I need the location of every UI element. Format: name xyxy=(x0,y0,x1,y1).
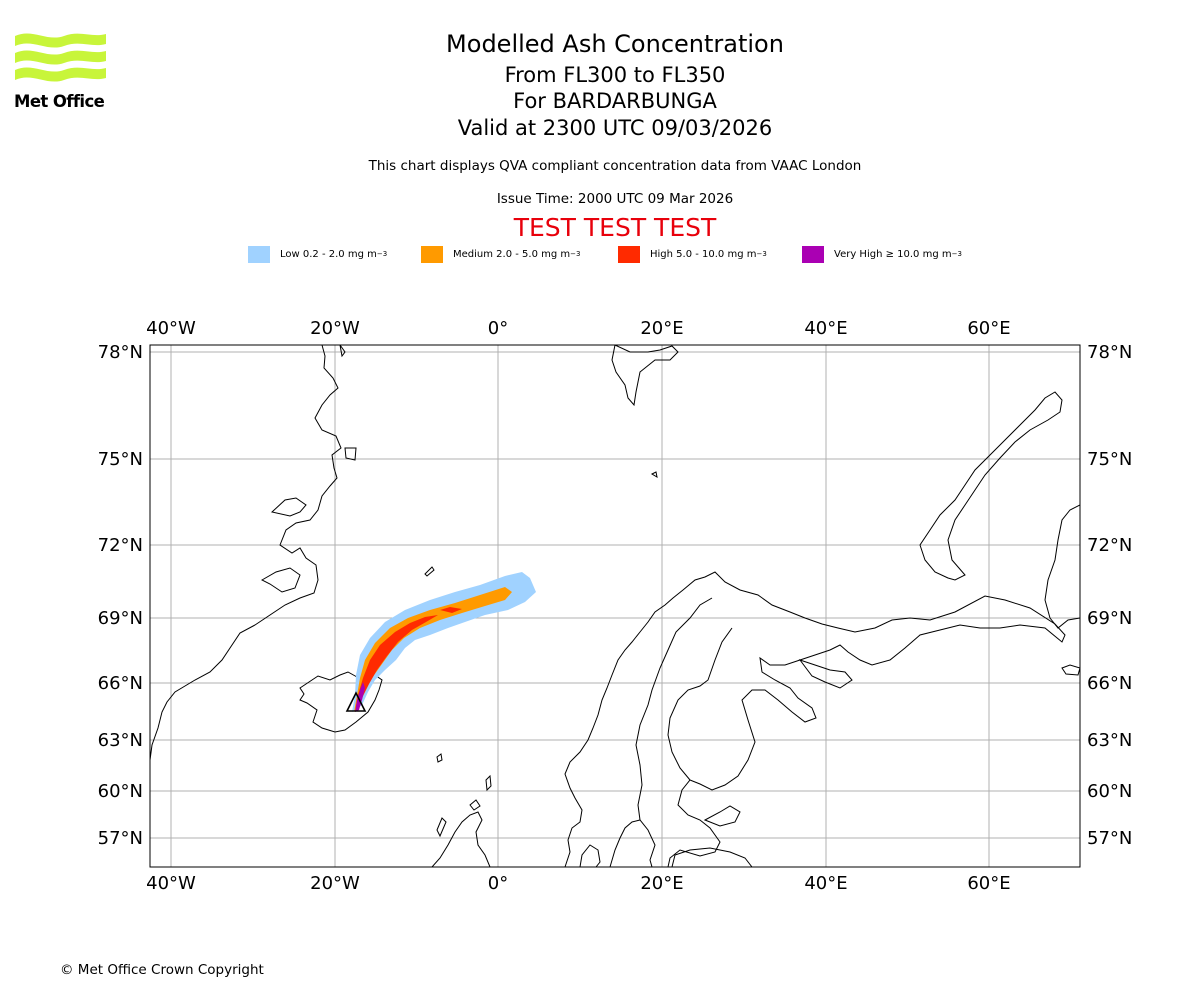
lon-tick-label: 20°W xyxy=(310,318,360,339)
ash-level-high xyxy=(355,615,438,712)
ash-level-very-high xyxy=(355,682,365,712)
lat-tick-label: 72°N xyxy=(98,535,143,556)
jan-mayen xyxy=(424,566,435,577)
legend-unit-medium: −3 xyxy=(570,250,581,258)
compliance-note: This chart displays QVA compliant concen… xyxy=(368,158,862,174)
legend-swatch-low xyxy=(248,245,270,263)
lat-tick-label: 66°N xyxy=(98,673,143,694)
lon-tick-label: 60°E xyxy=(967,873,1010,894)
legend-label-medium: Medium 2.0 - 5.0 mg m xyxy=(453,248,571,260)
ash-plume xyxy=(352,572,536,712)
met-office-waves-icon xyxy=(15,33,106,82)
lat-tick-label: 75°N xyxy=(1087,449,1132,470)
met-office-logo xyxy=(12,28,112,114)
lat-labels-right: 78°N 75°N 72°N 69°N 66°N 63°N 60°N 57°N xyxy=(1087,342,1132,849)
iceland-coastline xyxy=(299,671,383,733)
faroe-islands xyxy=(436,753,443,763)
lon-labels-top: 40°W 20°W 0° 20°E 40°E 60°E xyxy=(146,318,1010,339)
legend-unit-low: −3 xyxy=(376,250,388,258)
sweden-south-coast xyxy=(609,819,656,867)
lon-tick-label: 0° xyxy=(488,873,508,894)
yamal-coast xyxy=(1044,504,1080,629)
issue-time: Issue Time: 2000 UTC 09 Mar 2026 xyxy=(496,191,734,207)
legend-label-high: High 5.0 - 10.0 mg m xyxy=(650,248,757,260)
russia-coast xyxy=(1061,664,1080,676)
baltic-coast xyxy=(671,847,753,867)
legend-item-very-high: Very High ≥ 10.0 mg m −3 xyxy=(802,244,962,264)
finland-coast xyxy=(667,627,733,781)
valid-time-subtitle: Valid at 2300 UTC 09/03/2026 xyxy=(457,116,773,140)
lon-labels-bottom: 40°W 20°W 0° 20°E 40°E 60°E xyxy=(146,873,1010,894)
volcano-triangle-icon xyxy=(345,691,367,712)
lon-tick-label: 60°E xyxy=(967,318,1010,339)
lat-tick-label: 57°N xyxy=(1087,828,1132,849)
legend-swatch-medium xyxy=(421,245,443,263)
legend-item-high: High 5.0 - 10.0 mg m −3 xyxy=(618,244,767,264)
lon-tick-label: 20°E xyxy=(640,318,683,339)
greenland-coastline xyxy=(150,345,342,761)
chart-title: Modelled Ash Concentration xyxy=(446,30,784,58)
svalbard xyxy=(611,345,679,407)
sweden-coast xyxy=(635,597,713,821)
greenland-fjord xyxy=(270,497,307,517)
lon-tick-label: 20°E xyxy=(640,873,683,894)
lat-tick-label: 78°N xyxy=(98,342,143,363)
lon-tick-label: 40°E xyxy=(804,318,847,339)
lat-tick-label: 69°N xyxy=(1087,608,1132,629)
legend-swatch-very-high xyxy=(802,245,824,263)
denmark-coast xyxy=(579,844,601,867)
lat-tick-label: 63°N xyxy=(1087,730,1132,751)
lat-tick-label: 60°N xyxy=(98,781,143,802)
lat-labels-left: 78°N 75°N 72°N 69°N 66°N 63°N 60°N 57°N xyxy=(98,342,143,849)
lon-tick-label: 40°W xyxy=(146,318,196,339)
lat-tick-label: 75°N xyxy=(98,449,143,470)
legend-item-low: Low 0.2 - 2.0 mg m −3 xyxy=(248,244,387,264)
white-sea xyxy=(798,659,853,689)
greenland-fjord xyxy=(260,567,301,593)
lon-tick-label: 40°W xyxy=(146,873,196,894)
map-grid xyxy=(150,345,1080,867)
novaya-zemlya xyxy=(919,391,1063,581)
lon-tick-label: 0° xyxy=(488,318,508,339)
lat-tick-label: 66°N xyxy=(1087,673,1132,694)
lat-tick-label: 57°N xyxy=(98,828,143,849)
hebrides xyxy=(436,817,447,838)
map-frame xyxy=(149,344,1081,868)
legend-unit-high: −3 xyxy=(756,250,767,258)
coastlines xyxy=(150,345,1080,867)
legend-swatch-high xyxy=(618,245,640,263)
bear-island xyxy=(650,471,658,479)
greenland-island xyxy=(339,345,346,358)
scandinavia-coastline xyxy=(564,571,1066,867)
legend-label-very-high: Very High ≥ 10.0 mg m xyxy=(834,248,952,260)
lon-tick-label: 20°W xyxy=(310,873,360,894)
copyright-notice: © Met Office Crown Copyright xyxy=(60,962,264,978)
legend-unit-very-high: −3 xyxy=(951,250,962,258)
ash-level-high-patch xyxy=(440,607,462,613)
orkney xyxy=(469,799,481,811)
greenland-island xyxy=(344,447,357,461)
lat-tick-label: 78°N xyxy=(1087,342,1132,363)
ash-level-low xyxy=(352,572,536,712)
lat-tick-label: 60°N xyxy=(1087,781,1132,802)
lat-tick-label: 63°N xyxy=(98,730,143,751)
shetland xyxy=(485,774,492,792)
met-office-logo-text: Met Office xyxy=(14,92,105,111)
scotland-coast xyxy=(431,811,491,867)
volcano-subtitle: For BARDARBUNGA xyxy=(513,89,717,113)
lat-tick-label: 72°N xyxy=(1087,535,1132,556)
baltic-coast xyxy=(703,805,741,827)
flight-level-subtitle: From FL300 to FL350 xyxy=(504,63,726,87)
lat-tick-label: 69°N xyxy=(98,608,143,629)
lon-tick-label: 40°E xyxy=(804,873,847,894)
test-banner: TEST TEST TEST xyxy=(513,213,717,242)
legend-item-medium: Medium 2.0 - 5.0 mg m −3 xyxy=(421,244,580,264)
legend-label-low: Low 0.2 - 2.0 mg m xyxy=(280,248,377,260)
